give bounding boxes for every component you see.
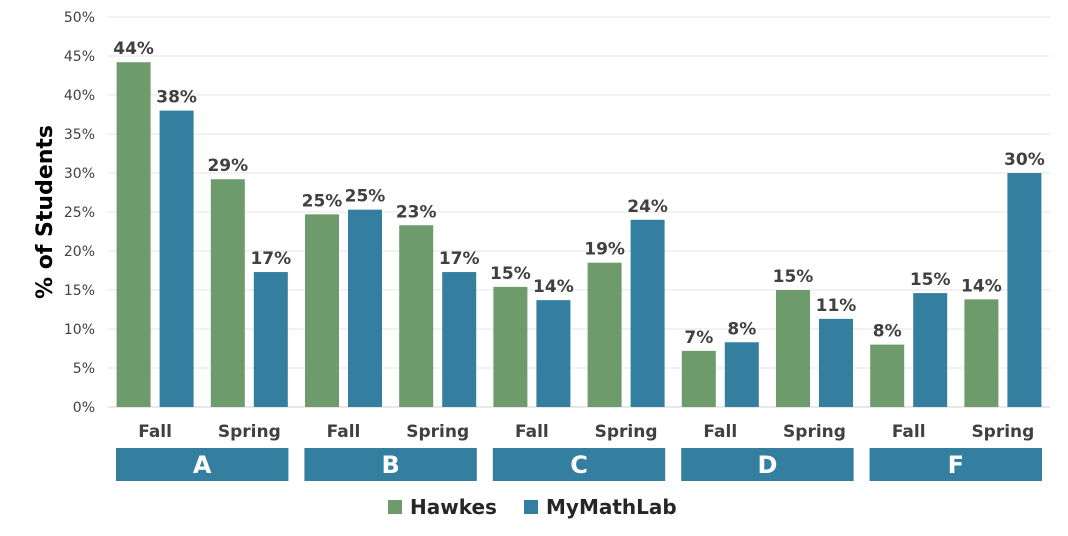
bar xyxy=(964,299,999,407)
bar xyxy=(819,318,853,407)
data-labels: 44%38%29%17%25% 25%23%17%15%14%19%24%7% 8%… xyxy=(113,39,1045,348)
data-label: 14% xyxy=(533,277,574,297)
group-box xyxy=(304,448,477,481)
y-tick-label: 35% xyxy=(64,127,95,143)
data-label: 23% xyxy=(396,202,437,222)
group-box xyxy=(681,448,854,481)
x-tick-label: Spring xyxy=(783,422,846,442)
group-label: C xyxy=(570,451,588,479)
group-label: D xyxy=(757,451,777,479)
bar xyxy=(493,286,528,407)
data-label: 8% xyxy=(727,319,756,339)
x-tick-label: Fall xyxy=(703,422,737,442)
y-tick-label: 0% xyxy=(73,400,95,416)
legend: Hawkes MyMathLab xyxy=(388,495,677,519)
bar xyxy=(587,262,622,407)
y-tick-label: 45% xyxy=(64,49,95,65)
bar xyxy=(630,219,665,407)
bar xyxy=(1007,173,1042,407)
x-tick-label: Spring xyxy=(971,422,1034,442)
data-label: 7% xyxy=(684,328,713,348)
bar xyxy=(348,209,382,407)
y-tick-label: 30% xyxy=(64,166,95,182)
y-tick-label: 25% xyxy=(64,205,95,221)
y-tick-label: 40% xyxy=(64,88,95,104)
bar xyxy=(210,179,245,407)
data-label: 44% xyxy=(113,39,154,59)
gridlines xyxy=(108,16,1050,408)
group-label: F xyxy=(948,451,964,479)
x-tick-label: Spring xyxy=(218,422,281,442)
x-tick-label: Fall xyxy=(515,422,549,442)
legend-swatch xyxy=(388,500,402,514)
y-tick-label: 20% xyxy=(64,244,95,260)
data-label: 30% xyxy=(1004,150,1045,170)
bar xyxy=(305,214,339,407)
data-label: 15% xyxy=(910,270,951,290)
group-box xyxy=(869,448,1042,481)
group-box xyxy=(492,448,666,481)
data-label: 29% xyxy=(207,156,248,176)
y-axis-label: % of Students xyxy=(33,125,58,299)
data-label: 17% xyxy=(439,249,480,269)
legend-swatch xyxy=(524,500,538,514)
legend-label: MyMathLab xyxy=(546,495,677,519)
data-label: 14% xyxy=(961,276,1002,296)
y-tick-label: 10% xyxy=(64,322,95,338)
data-label: 25% xyxy=(302,191,343,211)
y-tick-label: 15% xyxy=(64,283,95,299)
data-label: 17% xyxy=(250,249,291,269)
group-box xyxy=(116,448,289,481)
data-label: 25% xyxy=(345,187,386,207)
data-label: 8% xyxy=(873,322,902,342)
x-axis-term-labels: Fall Spring Fall Spring Fall Spring Fall Spring… xyxy=(138,422,1034,442)
bar xyxy=(724,342,759,407)
bar xyxy=(913,293,948,407)
y-tick-label: 5% xyxy=(73,361,95,377)
y-tick-label: 50% xyxy=(64,10,95,26)
group-label: B xyxy=(381,451,399,479)
data-label: 15% xyxy=(773,267,814,287)
group-label: A xyxy=(193,451,212,479)
x-tick-label: Spring xyxy=(406,422,469,442)
bar xyxy=(681,350,716,407)
legend-label: Hawkes xyxy=(410,495,497,519)
data-label: 11% xyxy=(816,296,857,316)
x-tick-label: Fall xyxy=(327,422,361,442)
bar xyxy=(116,62,151,408)
bar xyxy=(870,344,905,407)
x-tick-label: Fall xyxy=(138,422,172,442)
data-label: 15% xyxy=(490,264,531,284)
data-label: 38% xyxy=(156,88,197,108)
x-tick-label: Spring xyxy=(595,422,658,442)
bar xyxy=(442,272,477,407)
x-tick-label: Fall xyxy=(892,422,926,442)
bar xyxy=(399,225,434,407)
bar xyxy=(159,110,194,407)
y-axis-ticks: 0% 5% 10% 15% 20% 25% 30% 35% 40% 45% 50% xyxy=(64,10,95,416)
data-label: 19% xyxy=(584,240,625,260)
bar xyxy=(776,290,810,407)
bar xyxy=(253,272,288,407)
data-label: 24% xyxy=(627,197,668,217)
bar xyxy=(536,300,571,407)
bars xyxy=(116,62,1042,408)
